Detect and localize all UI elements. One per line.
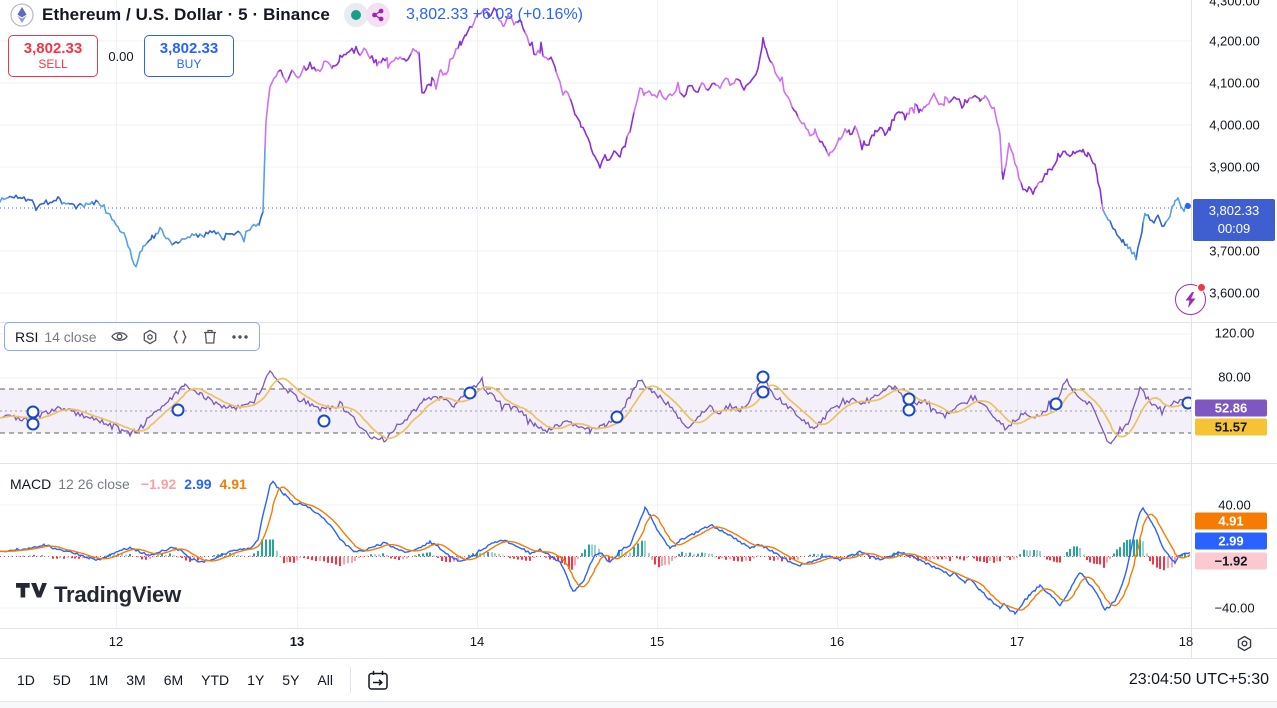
macd-indicator-legend[interactable]: MACD 12 26 close −1.92 2.99 4.91	[10, 476, 247, 492]
sell-button[interactable]: 3,802.33 SELL	[8, 35, 98, 77]
bar-countdown: 00:09	[1217, 221, 1251, 237]
buy-price: 3,802.33	[159, 40, 219, 58]
delete-trash-icon[interactable]	[201, 329, 219, 345]
macd-axis-label: 40.00	[1218, 497, 1251, 513]
price-axis-label: 4,100.00	[1209, 75, 1260, 91]
macd-value-badge: 4.91	[1195, 512, 1267, 530]
share-icon[interactable]	[365, 3, 390, 27]
current-price-value: 3,802.33	[1208, 203, 1260, 218]
range-button-3M[interactable]: 3M	[126, 672, 146, 688]
price-axis-label: 4,300.00	[1209, 0, 1260, 9]
chart-settings-gear-icon[interactable]	[1232, 631, 1256, 655]
source-code-braces-icon[interactable]	[171, 329, 189, 345]
more-options-icon[interactable]	[231, 329, 249, 345]
time-axis-label-14: 14	[469, 634, 485, 649]
macd-legend-value-0: −1.92	[140, 476, 177, 492]
buy-button[interactable]: 3,802.33 BUY	[144, 35, 234, 77]
quote-change-pct: (+0.16%)	[517, 6, 583, 23]
range-button-1Y[interactable]: 1Y	[247, 672, 265, 688]
macd-legend-value-2: 4.91	[219, 476, 247, 492]
price-axis[interactable]: 4,300.00 4,200.00 4,100.00 4,000.00 3,900.00…	[1192, 0, 1277, 658]
price-axis-label: 4,200.00	[1209, 33, 1260, 49]
macd-legend-value-1: 2.99	[184, 476, 212, 492]
symbol-title[interactable]: Ethereum / U.S. Dollar · 5 · Binance	[42, 5, 330, 24]
macd-value-badge: 2.99	[1195, 532, 1267, 550]
tradingview-logo-icon	[16, 582, 47, 608]
range-button-5Y[interactable]: 5Y	[282, 672, 300, 688]
sell-label: SELL	[38, 56, 68, 71]
macd-legend-params: 12 26 close	[58, 476, 130, 492]
range-button-1D[interactable]: 1D	[17, 672, 35, 688]
notification-dot	[1197, 283, 1206, 292]
eye-icon[interactable]	[111, 329, 129, 345]
sell-price: 3,802.33	[23, 40, 83, 58]
rsi-indicator-legend[interactable]: RSI 14 close	[4, 322, 260, 351]
spread-value: 0.00	[108, 48, 134, 64]
current-price-badge: 3,802.33 00:09	[1193, 199, 1275, 242]
rsi-value-badge: 51.57	[1195, 418, 1267, 436]
settings-gear-icon[interactable]	[141, 329, 159, 345]
range-button-1M[interactable]: 1M	[88, 672, 109, 688]
macd-legend-title: MACD	[10, 476, 52, 492]
macd-axis-label: −40.00	[1214, 600, 1255, 616]
window-bottom-strip	[0, 701, 1277, 708]
ethereum-logo-icon	[10, 3, 34, 27]
rsi-axis-label: 120.00	[1214, 325, 1255, 341]
toolbar-divider	[349, 667, 351, 693]
time-axis[interactable]: 12 13 14 15 16 17 18	[0, 628, 1277, 658]
quote-last: 3,802.33	[405, 6, 469, 23]
market-status-pill[interactable]	[343, 3, 390, 27]
price-axis-label: 3,600.00	[1209, 285, 1260, 301]
price-axis-label: 3,900.00	[1209, 159, 1260, 175]
time-axis-label-13: 13	[289, 634, 305, 649]
date-range-buttons: 1D 5D 1M 3M 6M YTD 1Y 5Y All	[8, 667, 342, 693]
bottom-toolbar: 1D 5D 1M 3M 6M YTD 1Y 5Y All 23:04:50 UTC+5:30	[0, 658, 1277, 702]
order-panel: 3,802.33 SELL 0.00 3,802.33 BUY	[8, 35, 234, 77]
tradingview-watermark[interactable]: TradingView	[16, 582, 181, 608]
rsi-legend-params: 14 close	[44, 328, 97, 345]
time-axis-label-12: 12	[108, 634, 124, 649]
symbol-header: Ethereum / U.S. Dollar · 5 · Binance 3,8…	[10, 3, 583, 27]
macd-value-badge: −1.92	[1195, 552, 1267, 570]
last-price-quote: 3,802.33 +6.03 (+0.16%)	[406, 6, 583, 24]
time-axis-label-15: 15	[649, 634, 665, 649]
go-to-date-button[interactable]	[363, 666, 393, 694]
range-button-6M[interactable]: 6M	[163, 672, 184, 688]
time-axis-label-18: 18	[1178, 634, 1194, 649]
rsi-legend-title: RSI	[15, 328, 39, 345]
rsi-legend-actions	[111, 329, 249, 345]
rsi-axis-label: 80.00	[1218, 369, 1251, 385]
rsi-value-badge: 52.86	[1195, 399, 1267, 417]
range-button-YTD[interactable]: YTD	[201, 672, 230, 688]
market-open-dot-icon	[343, 3, 368, 27]
price-axis-label: 4,000.00	[1209, 117, 1260, 133]
quote-change: +6.03	[472, 6, 514, 23]
tradingview-watermark-text: TradingView	[54, 582, 181, 607]
buy-label: BUY	[176, 56, 202, 71]
time-axis-label-16: 16	[829, 634, 845, 649]
range-button-All[interactable]: All	[317, 672, 333, 688]
time-axis-label-17: 17	[1009, 634, 1025, 649]
clock-utc-label[interactable]: 23:04:50 UTC+5:30	[1128, 671, 1269, 688]
price-axis-label: 3,700.00	[1209, 243, 1260, 259]
macd-legend-values: −1.92 2.99 4.91	[141, 476, 247, 492]
range-button-5D[interactable]: 5D	[52, 672, 71, 688]
quick-trade-lightning-button[interactable]	[1175, 283, 1206, 315]
